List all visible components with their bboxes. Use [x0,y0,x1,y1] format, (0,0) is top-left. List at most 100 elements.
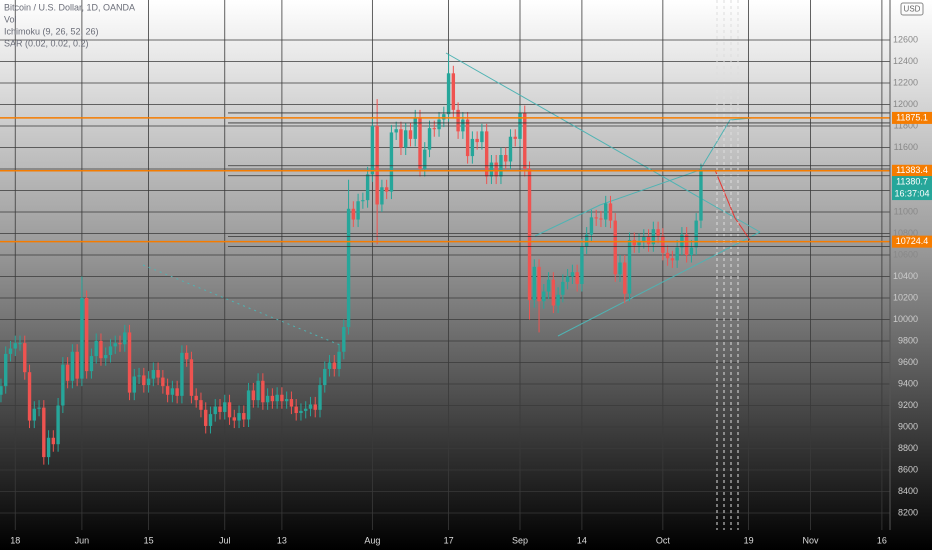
candles [0,53,890,465]
candle-body [527,168,532,301]
candle-body [142,375,146,386]
candle-body [418,117,422,169]
candle-body [132,376,136,393]
candle-body [170,388,175,395]
candle-body [213,406,217,415]
candle-body [437,119,441,130]
candle-body [694,220,698,248]
x-tick-label: 13 [277,535,287,545]
y-tick-label: 8200 [898,507,918,517]
grid [0,0,890,530]
candle-body [646,236,651,245]
price-line-label: 11875.1 [896,112,928,122]
pattern-line [714,169,751,241]
candle-body [470,138,475,157]
pattern-line [534,117,753,237]
currency-box[interactable] [900,2,924,16]
candle-body [446,73,451,115]
candle-body [237,413,241,421]
candle-body [280,394,284,402]
candle-body [108,346,113,355]
y-tick-label: 11000 [894,206,918,216]
candle-body [380,187,384,205]
candle-body [594,217,598,219]
candle-body [508,136,513,162]
candle-body [504,155,508,162]
drawings [142,0,761,530]
candle-body [70,351,75,381]
candle-body [442,114,446,120]
x-tick-label: Jul [219,535,231,545]
candle-body [618,262,622,275]
x-tick-label: Aug [364,535,380,545]
candle-body [13,343,17,349]
candle-body [32,408,36,421]
candle-body [18,343,22,345]
candle-body [670,258,675,261]
candle-body [480,131,484,143]
y-tick-label: 12000 [893,99,918,109]
y-tick-label: 10600 [893,249,918,259]
candle-body [194,395,198,401]
indicator-label: SAR (0.02, 0.02, 0.2) [4,38,89,48]
candle-body [689,247,694,256]
y-tick-label: 10400 [893,271,918,281]
candle-body [337,351,341,369]
candle-body [161,377,165,387]
last-price-label: 11380.7 [896,176,928,186]
candle-body [513,136,517,139]
price-line-label: 10724.4 [896,236,929,246]
x-tick-label: Nov [802,535,819,545]
candle-body [165,386,170,395]
candle-body [118,343,122,345]
candle-body [275,394,279,402]
candle-body [413,117,417,139]
candle-body [208,414,213,426]
candle-body [684,234,689,256]
x-tick-label: 19 [744,535,754,545]
trend-line [557,231,761,337]
candle-body [356,201,360,220]
candle-body [461,119,465,132]
candle-body [156,370,160,378]
candle-body [284,399,289,402]
y-tick-label: 9400 [898,378,918,388]
x-tick-label: Sep [512,535,528,545]
candle-body [456,109,460,132]
candle-body [180,352,184,396]
candle-body [42,407,46,458]
candle-body [4,353,8,387]
candle-body [313,404,317,410]
candle-body [94,341,98,357]
candle-body [261,380,265,403]
y-tick-label: 11600 [894,142,918,152]
candle-body [580,246,584,285]
candle-body [494,162,498,177]
candle-body [99,341,103,359]
symbol-title: Bitcoin / U.S. Dollar, 1D, OANDA [4,2,135,12]
currency-label[interactable]: USD [904,5,921,14]
candle-body [523,113,527,169]
y-tick-label: 12200 [893,77,918,87]
candle-body [204,409,208,426]
y-tick-label: 9000 [898,421,918,431]
candle-body [146,378,151,386]
candle-body [604,203,608,220]
candle-body [599,218,603,220]
candle-body [61,364,65,406]
candle-body [542,291,546,302]
candle-body [323,368,327,386]
y-tick-label: 12400 [893,56,918,66]
candle-body [218,406,222,412]
candle-body [104,354,108,359]
candle-body [565,276,570,282]
candle-body [84,298,89,372]
x-tick-label: 17 [444,535,454,545]
candle-body [375,125,379,205]
y-tick-label: 12600 [893,34,918,44]
candle-body [389,132,394,192]
candle-body [365,174,370,201]
candle-body [294,406,298,414]
y-tick-label: 11800 [894,120,918,130]
